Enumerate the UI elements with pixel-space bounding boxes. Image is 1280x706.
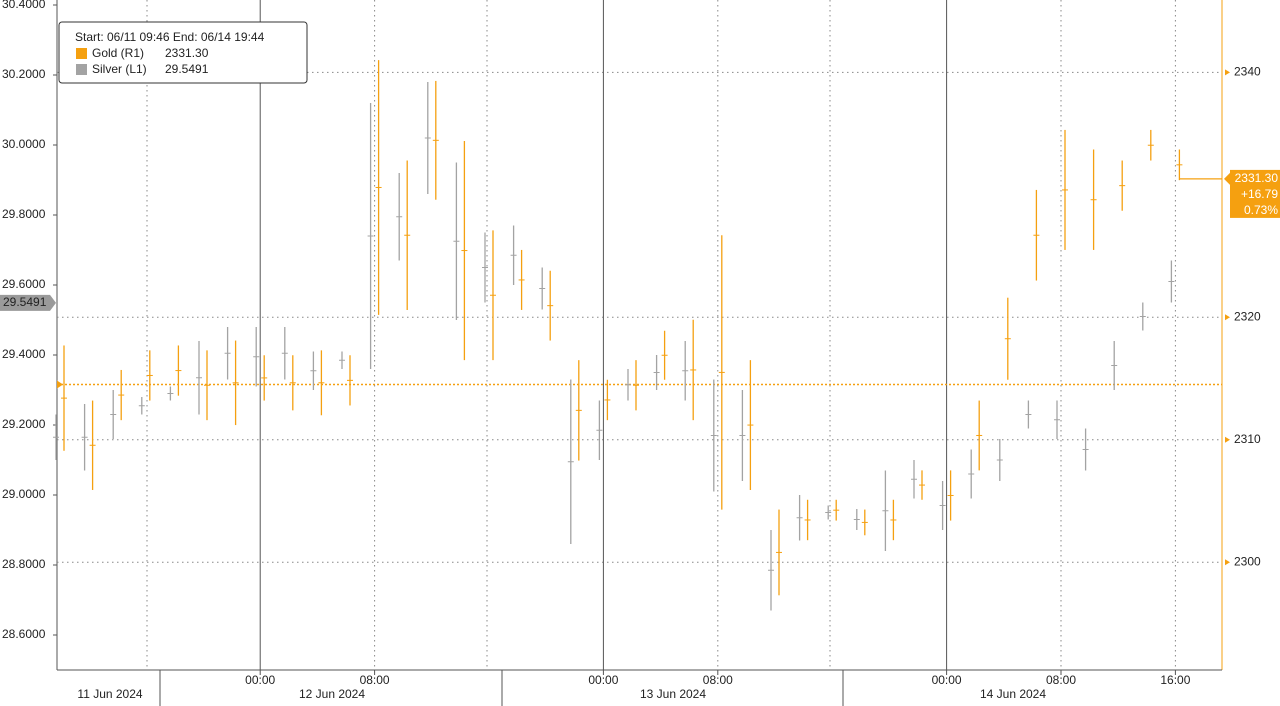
x-tick-label: 00:00: [932, 673, 962, 687]
y2-tick: [1225, 69, 1230, 76]
y-tick-label: 28.8000: [2, 557, 46, 571]
x-tick-label: 08:00: [360, 673, 390, 687]
y2-tick-label: 2320: [1234, 309, 1261, 323]
y-tick-label: 29.0000: [2, 487, 46, 501]
legend-value: 2331.30: [165, 46, 209, 60]
x-tick-label: 00:00: [588, 673, 618, 687]
y2-tick: [1225, 314, 1230, 321]
legend-swatch: [76, 48, 87, 59]
y2-tick-label: 2310: [1234, 432, 1261, 446]
price-tag-text: +16.79: [1241, 187, 1278, 201]
x-tick-label: 16:00: [1160, 673, 1190, 687]
y2-tick: [1225, 436, 1230, 443]
price-tag-arrow: [1224, 172, 1230, 185]
day-label: 12 Jun 2024: [299, 687, 365, 701]
y2-tick: [1225, 559, 1230, 566]
price-tag-text: 29.5491: [3, 295, 47, 309]
x-tick-label: 08:00: [1046, 673, 1076, 687]
price-tag-text: 0.73%: [1244, 203, 1278, 217]
x-tick-label: 00:00: [245, 673, 275, 687]
reference-marker: [57, 380, 63, 389]
y-tick-label: 28.6000: [2, 627, 46, 641]
y-tick-label: 29.4000: [2, 347, 46, 361]
legend-range: Start: 06/11 09:46 End: 06/14 19:44: [75, 30, 265, 44]
legend-swatch: [76, 64, 87, 75]
price-tag: [1230, 169, 1280, 218]
legend-label: Gold (R1): [92, 46, 144, 60]
y-tick-label: 29.8000: [2, 207, 46, 221]
legend-value: 29.5491: [165, 62, 209, 76]
day-label: 13 Jun 2024: [640, 687, 706, 701]
price-tag: [0, 294, 56, 311]
day-label: 11 Jun 2024: [77, 687, 142, 701]
x-tick-label: 08:00: [703, 673, 733, 687]
y2-tick-label: 2340: [1234, 65, 1261, 79]
legend: Start: 06/11 09:46 End: 06/14 19:44 Gold…: [58, 21, 308, 84]
day-label: 14 Jun 2024: [980, 687, 1046, 701]
y-tick-label: 29.2000: [2, 417, 46, 431]
y2-tick-label: 2300: [1234, 554, 1261, 568]
y-tick-label: 30.2000: [2, 67, 46, 81]
y-tick-label: 29.6000: [2, 277, 46, 291]
price-tag-text: 2331.30: [1235, 171, 1279, 185]
y-tick-label: 30.0000: [2, 137, 46, 151]
legend-label: Silver (L1): [92, 62, 147, 76]
y-tick-label: 30.4000: [2, 0, 46, 11]
legend-box: [58, 21, 308, 84]
